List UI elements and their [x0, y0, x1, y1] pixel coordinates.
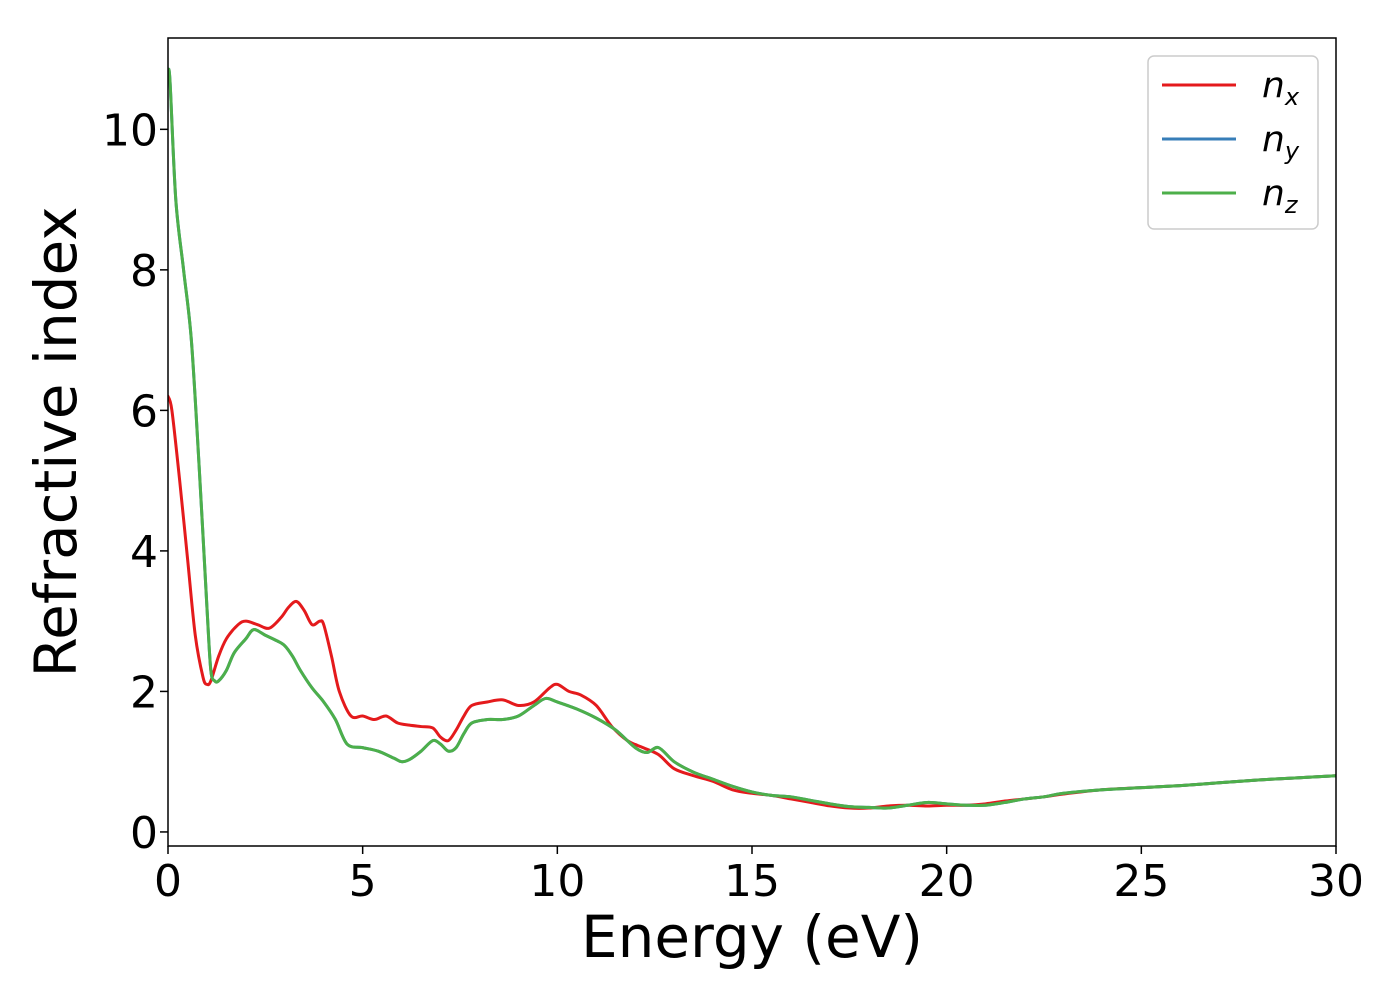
legend-label-nz: nz: [1262, 173, 1299, 219]
legend-label-base: n: [1262, 65, 1285, 106]
y-tick-label: 6: [130, 386, 158, 437]
x-tick-label: 5: [349, 856, 377, 907]
y-axis-label: Refractive index: [22, 206, 90, 677]
x-axis-ticks: 0 5 10 15 20 25 30: [154, 846, 1364, 907]
legend-label-ny: ny: [1262, 119, 1300, 165]
legend-label-subscript: z: [1284, 191, 1299, 219]
series-line-nz: [168, 67, 1336, 810]
y-tick-label: 8: [130, 246, 158, 297]
legend-label-base: n: [1262, 119, 1285, 160]
x-tick-label: 10: [529, 856, 585, 907]
legend-label-subscript: y: [1284, 137, 1300, 165]
y-axis-ticks: 0 2 4 6 8 10: [102, 105, 168, 859]
legend-label-nx: nx: [1262, 65, 1300, 111]
x-tick-label: 15: [724, 856, 780, 907]
y-tick-label: 4: [130, 527, 158, 578]
legend-label-subscript: x: [1284, 83, 1300, 111]
x-axis-label: Energy (eV): [581, 903, 923, 971]
x-tick-label: 20: [919, 856, 975, 907]
plot-lines: [168, 67, 1336, 810]
x-tick-label: 0: [154, 856, 182, 907]
x-tick-label: 25: [1113, 856, 1169, 907]
x-tick-label: 30: [1308, 856, 1364, 907]
y-tick-label: 10: [102, 105, 158, 156]
legend-box: [1147, 55, 1319, 230]
y-tick-label: 0: [130, 808, 158, 859]
legend-label-base: n: [1262, 173, 1285, 214]
y-tick-label: 2: [130, 667, 158, 718]
